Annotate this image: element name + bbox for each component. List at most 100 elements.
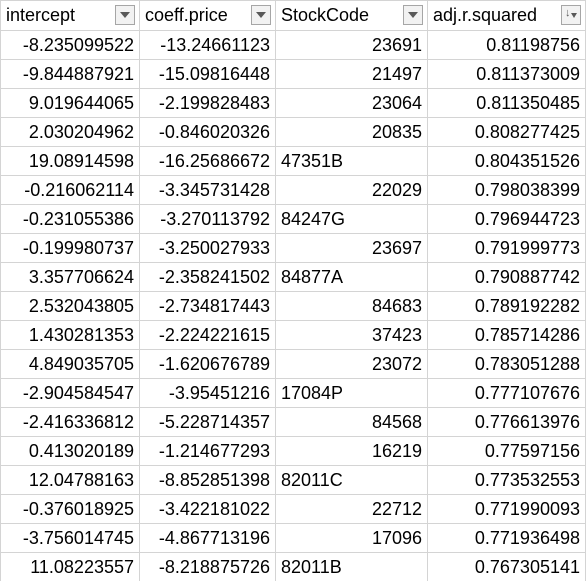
adj-r-squared-cell[interactable]: 0.811350485 bbox=[427, 88, 586, 118]
coeff-price-cell[interactable]: -8.218875726 bbox=[139, 552, 276, 581]
filter-dropdown-button[interactable] bbox=[115, 5, 135, 25]
header-row: intercept coeff.price StockCode adj.r.sq… bbox=[0, 0, 586, 31]
stockcode-cell[interactable]: 47351B bbox=[275, 146, 428, 176]
coeff-price-cell[interactable]: -2.224221615 bbox=[139, 320, 276, 350]
intercept-cell[interactable]: -9.844887921 bbox=[0, 59, 140, 89]
coeff-price-cell[interactable]: -1.214677293 bbox=[139, 436, 276, 466]
intercept-cell[interactable]: 9.019644065 bbox=[0, 88, 140, 118]
adj-r-squared-cell[interactable]: 0.789192282 bbox=[427, 291, 586, 321]
table-row: -3.756014745 -4.867713196 17096 0.771936498 bbox=[0, 523, 586, 553]
adj-r-squared-cell[interactable]: 0.767305141 bbox=[427, 552, 586, 581]
coeff-price-cell[interactable]: -3.345731428 bbox=[139, 175, 276, 205]
stockcode-cell[interactable]: 17084P bbox=[275, 378, 428, 408]
sort-filter-dropdown-button[interactable]: ↓ bbox=[561, 5, 581, 25]
adj-r-squared-cell[interactable]: 0.77597156 bbox=[427, 436, 586, 466]
intercept-cell[interactable]: 2.532043805 bbox=[0, 291, 140, 321]
coeff-price-cell[interactable]: -4.867713196 bbox=[139, 523, 276, 553]
stockcode-cell[interactable]: 20835 bbox=[275, 117, 428, 147]
coeff-price-cell[interactable]: -3.270113792 bbox=[139, 204, 276, 234]
column-header-coeff-price[interactable]: coeff.price bbox=[139, 0, 276, 31]
stockcode-cell[interactable]: 84683 bbox=[275, 291, 428, 321]
stockcode-cell[interactable]: 22029 bbox=[275, 175, 428, 205]
intercept-cell[interactable]: -8.235099522 bbox=[0, 30, 140, 60]
intercept-cell[interactable]: 2.030204962 bbox=[0, 117, 140, 147]
adj-r-squared-cell[interactable]: 0.804351526 bbox=[427, 146, 586, 176]
adj-r-squared-cell[interactable]: 0.783051288 bbox=[427, 349, 586, 379]
adj-r-squared-cell[interactable]: 0.777107676 bbox=[427, 378, 586, 408]
chevron-down-icon bbox=[408, 12, 418, 18]
intercept-cell[interactable]: -0.216062114 bbox=[0, 175, 140, 205]
stockcode-cell[interactable]: 37423 bbox=[275, 320, 428, 350]
coeff-price-cell[interactable]: -3.95451216 bbox=[139, 378, 276, 408]
stockcode-cell[interactable]: 84877A bbox=[275, 262, 428, 292]
coeff-price-cell[interactable]: -16.25686672 bbox=[139, 146, 276, 176]
stockcode-cell[interactable]: 16219 bbox=[275, 436, 428, 466]
coeff-price-cell[interactable]: -8.852851398 bbox=[139, 465, 276, 495]
coeff-price-cell[interactable]: -13.24661123 bbox=[139, 30, 276, 60]
coeff-price-cell[interactable]: -2.358241502 bbox=[139, 262, 276, 292]
table-row: -8.235099522 -13.24661123 23691 0.81198756 bbox=[0, 30, 586, 60]
intercept-cell[interactable]: 19.08914598 bbox=[0, 146, 140, 176]
intercept-cell[interactable]: 11.08223557 bbox=[0, 552, 140, 581]
adj-r-squared-cell[interactable]: 0.785714286 bbox=[427, 320, 586, 350]
adj-r-squared-cell[interactable]: 0.771990093 bbox=[427, 494, 586, 524]
intercept-cell[interactable]: 3.357706624 bbox=[0, 262, 140, 292]
column-header-stockcode[interactable]: StockCode bbox=[275, 0, 428, 31]
column-header-adj-r-squared[interactable]: adj.r.squared ↓ bbox=[427, 0, 586, 31]
coeff-price-cell[interactable]: -0.846020326 bbox=[139, 117, 276, 147]
adj-r-squared-cell[interactable]: 0.808277425 bbox=[427, 117, 586, 147]
stockcode-cell[interactable]: 84568 bbox=[275, 407, 428, 437]
intercept-cell[interactable]: -0.231055386 bbox=[0, 204, 140, 234]
chevron-down-icon bbox=[256, 12, 266, 18]
chevron-down-icon bbox=[570, 12, 577, 18]
intercept-cell[interactable]: 0.413020189 bbox=[0, 436, 140, 466]
table-row: 19.08914598 -16.25686672 47351B 0.804351526 bbox=[0, 146, 586, 176]
stockcode-cell[interactable]: 82011B bbox=[275, 552, 428, 581]
adj-r-squared-cell[interactable]: 0.796944723 bbox=[427, 204, 586, 234]
adj-r-squared-cell[interactable]: 0.773532553 bbox=[427, 465, 586, 495]
intercept-cell[interactable]: -3.756014745 bbox=[0, 523, 140, 553]
coeff-price-cell[interactable]: -1.620676789 bbox=[139, 349, 276, 379]
adj-r-squared-cell[interactable]: 0.81198756 bbox=[427, 30, 586, 60]
table-row: 9.019644065 -2.199828483 23064 0.811350485 bbox=[0, 88, 586, 118]
table-row: 1.430281353 -2.224221615 37423 0.785714286 bbox=[0, 320, 586, 350]
stockcode-cell[interactable]: 23072 bbox=[275, 349, 428, 379]
intercept-cell[interactable]: 4.849035705 bbox=[0, 349, 140, 379]
intercept-cell[interactable]: 1.430281353 bbox=[0, 320, 140, 350]
stockcode-cell[interactable]: 82011C bbox=[275, 465, 428, 495]
table-row: -0.216062114 -3.345731428 22029 0.798038399 bbox=[0, 175, 586, 205]
intercept-cell[interactable]: -2.416336812 bbox=[0, 407, 140, 437]
adj-r-squared-cell[interactable]: 0.791999773 bbox=[427, 233, 586, 263]
coeff-price-cell[interactable]: -2.734817443 bbox=[139, 291, 276, 321]
coeff-price-cell[interactable]: -3.422181022 bbox=[139, 494, 276, 524]
table-row: -9.844887921 -15.09816448 21497 0.811373009 bbox=[0, 59, 586, 89]
coeff-price-cell[interactable]: -15.09816448 bbox=[139, 59, 276, 89]
chevron-down-icon bbox=[120, 12, 130, 18]
intercept-cell[interactable]: -2.904584547 bbox=[0, 378, 140, 408]
filter-dropdown-button[interactable] bbox=[251, 5, 271, 25]
stockcode-cell[interactable]: 17096 bbox=[275, 523, 428, 553]
adj-r-squared-cell[interactable]: 0.776613976 bbox=[427, 407, 586, 437]
stockcode-cell[interactable]: 23697 bbox=[275, 233, 428, 263]
stockcode-cell[interactable]: 23691 bbox=[275, 30, 428, 60]
table-row: 0.413020189 -1.214677293 16219 0.77597156 bbox=[0, 436, 586, 466]
sort-descending-icon: ↓ bbox=[565, 7, 571, 19]
intercept-cell[interactable]: -0.376018925 bbox=[0, 494, 140, 524]
stockcode-cell[interactable]: 23064 bbox=[275, 88, 428, 118]
table-row: -2.416336812 -5.228714357 84568 0.776613976 bbox=[0, 407, 586, 437]
coeff-price-cell[interactable]: -5.228714357 bbox=[139, 407, 276, 437]
intercept-cell[interactable]: 12.04788163 bbox=[0, 465, 140, 495]
stockcode-cell[interactable]: 21497 bbox=[275, 59, 428, 89]
adj-r-squared-cell[interactable]: 0.811373009 bbox=[427, 59, 586, 89]
adj-r-squared-cell[interactable]: 0.798038399 bbox=[427, 175, 586, 205]
coeff-price-cell[interactable]: -2.199828483 bbox=[139, 88, 276, 118]
column-header-intercept[interactable]: intercept bbox=[0, 0, 140, 31]
intercept-cell[interactable]: -0.199980737 bbox=[0, 233, 140, 263]
table-row: 2.532043805 -2.734817443 84683 0.789192282 bbox=[0, 291, 586, 321]
coeff-price-cell[interactable]: -3.250027933 bbox=[139, 233, 276, 263]
adj-r-squared-cell[interactable]: 0.771936498 bbox=[427, 523, 586, 553]
adj-r-squared-cell[interactable]: 0.790887742 bbox=[427, 262, 586, 292]
filter-dropdown-button[interactable] bbox=[403, 5, 423, 25]
stockcode-cell[interactable]: 84247G bbox=[275, 204, 428, 234]
stockcode-cell[interactable]: 22712 bbox=[275, 494, 428, 524]
